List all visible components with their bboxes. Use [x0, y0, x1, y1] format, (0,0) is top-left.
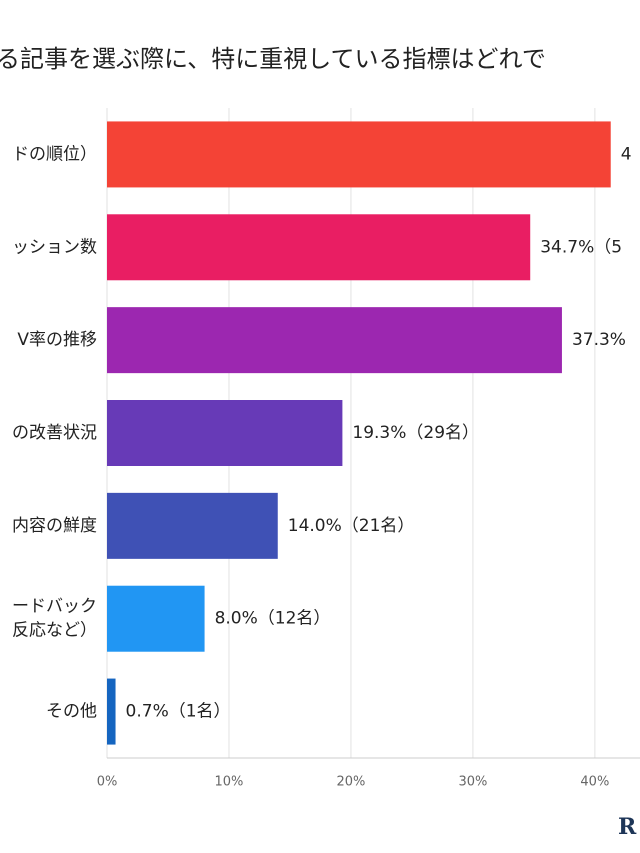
x-tick-label: 10% [215, 775, 244, 790]
chart-title: る記事を選ぶ際に、特に重視している指標はどれで [0, 45, 546, 73]
y-tick-label: 内容の鮮度 [12, 516, 97, 536]
value-label: 4 [621, 144, 632, 164]
x-tick-label: 30% [458, 775, 487, 790]
bar [107, 400, 343, 466]
value-label: 14.0%（21名） [288, 516, 415, 536]
logo: R [618, 814, 637, 840]
bar [107, 307, 562, 374]
value-label: 8.0%（12名） [215, 609, 331, 629]
value-label: 19.3%（29名） [352, 423, 479, 443]
y-tick-label: ドの順位） [12, 144, 97, 164]
y-tick-label: V率の推移 [17, 330, 97, 350]
value-label: 0.7%（1名） [126, 702, 231, 722]
x-tick-label: 40% [580, 775, 609, 790]
x-tick-label: 0% [97, 775, 118, 790]
y-tick-label: 反応など） [12, 621, 97, 641]
x-tick-label: 20% [336, 775, 365, 790]
y-tick-label: ッション数 [12, 237, 97, 257]
y-tick-label: ードバック [12, 597, 97, 617]
bar [107, 492, 278, 559]
y-tick-label: の改善状況 [12, 423, 97, 443]
value-label: 34.7%（5 [540, 237, 622, 257]
bar [107, 121, 611, 188]
bar [107, 214, 531, 281]
bar [107, 585, 205, 652]
y-tick-label: その他 [46, 702, 97, 722]
value-label: 37.3% [572, 330, 626, 350]
bar [107, 678, 116, 745]
